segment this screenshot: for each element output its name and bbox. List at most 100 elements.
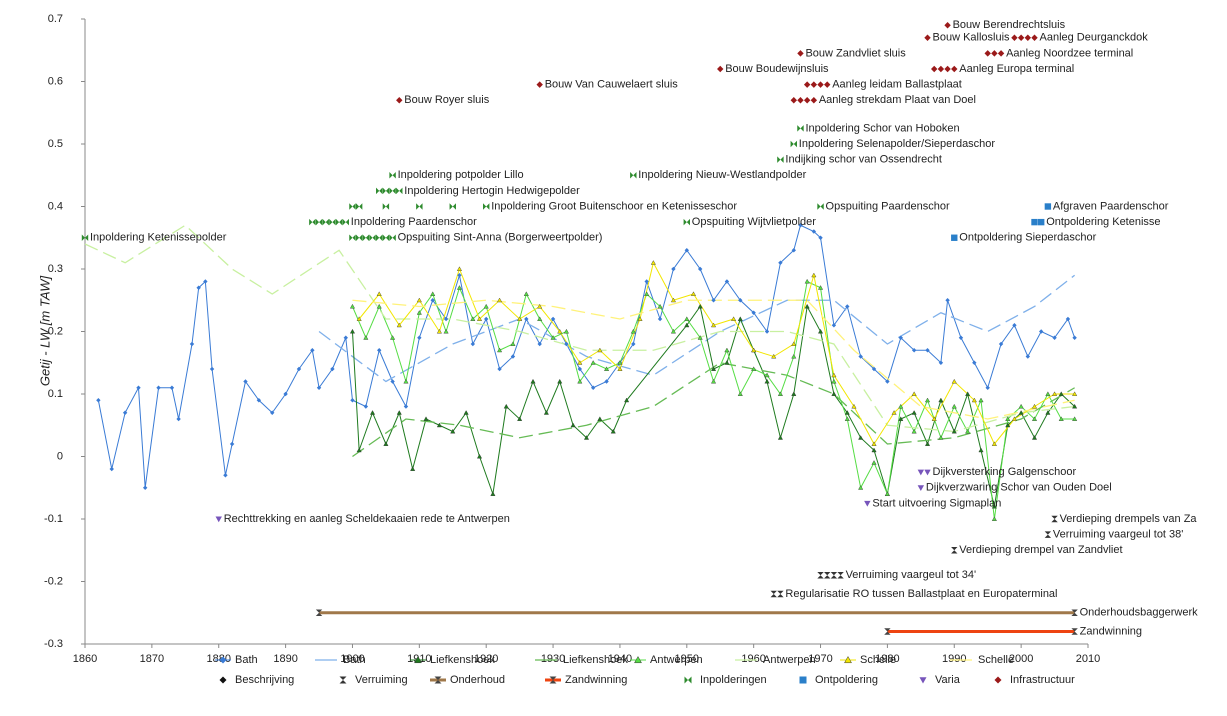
data-point: [1058, 391, 1064, 396]
data-point: [972, 360, 977, 365]
event-label: Inpoldering potpolder Lillo: [398, 169, 524, 181]
data-point: [363, 404, 369, 409]
event-marker: [329, 218, 336, 226]
event-marker: [931, 65, 938, 73]
data-point: [617, 360, 623, 365]
event-marker: [817, 572, 824, 579]
data-point: [697, 303, 703, 309]
event-marker: [1071, 628, 1078, 635]
event-label: Inpoldering Paardenschor: [351, 216, 477, 228]
event-marker: [951, 547, 958, 554]
data-point: [456, 266, 462, 271]
data-point: [644, 279, 649, 284]
data-point: [390, 335, 396, 340]
event-label: Zandwinning: [1080, 625, 1142, 637]
event-marker: [536, 81, 543, 88]
legend-marker: [434, 676, 442, 684]
data-point: [523, 291, 529, 296]
data-point: [991, 441, 997, 446]
legend-label: Antwerpen: [650, 654, 703, 666]
trend-line: [352, 299, 1075, 420]
event-marker: [355, 234, 363, 241]
y-tick-label: -0.1: [44, 513, 63, 525]
data-point: [577, 366, 583, 372]
event-marker: [1044, 203, 1052, 210]
legend-label: Varia: [935, 674, 961, 686]
data-point: [256, 398, 262, 403]
trend-line: [352, 362, 1075, 458]
event-marker: [683, 218, 690, 226]
data-point: [724, 360, 730, 365]
data-point: [711, 322, 717, 328]
data-point: [965, 391, 971, 396]
data-point: [764, 372, 770, 378]
event-label: Rechttrekking en aanleg Scheldekaaien re…: [224, 513, 510, 525]
legend-label: Schelle: [860, 654, 896, 666]
data-point: [650, 260, 656, 265]
event-marker: [797, 50, 804, 57]
event-marker: [777, 156, 784, 163]
data-point: [938, 360, 944, 365]
event-label: Opspuiting Paardenschor: [826, 200, 950, 212]
event-marker: [1011, 34, 1018, 41]
data-point: [637, 316, 643, 321]
event-marker: [382, 234, 390, 241]
data-point: [804, 303, 810, 309]
data-point: [1072, 335, 1077, 340]
x-tick-label: 1960: [741, 653, 765, 665]
legend-label: Liefkenshoek: [563, 654, 628, 666]
data-point: [731, 316, 737, 321]
legend-marker: [339, 676, 347, 684]
x-tick-label: 1930: [541, 653, 565, 665]
data-point: [416, 310, 422, 315]
y-tick-label: 0.5: [48, 138, 63, 150]
data-point: [845, 304, 850, 309]
data-point: [537, 341, 542, 347]
data-point: [690, 291, 697, 296]
event-marker: [924, 34, 931, 41]
event-marker: [824, 572, 831, 579]
event-label: Aanleg leidam Ballastplaat: [832, 79, 962, 91]
event-label: Aanleg Deurganckdok: [1040, 32, 1149, 44]
data-point: [557, 328, 563, 334]
data-point: [978, 397, 984, 403]
data-point: [209, 366, 215, 372]
event-marker: [951, 65, 958, 73]
legend-marker: [994, 676, 1002, 684]
data-point: [503, 403, 509, 409]
x-tick-label: 1920: [474, 653, 498, 665]
data-point: [430, 291, 436, 296]
data-point: [283, 391, 288, 397]
event-label: Inpoldering Nieuw-Westlandpolder: [638, 169, 806, 181]
data-point: [951, 428, 957, 434]
event-label: Inpoldering Hertogin Hedwigepolder: [404, 185, 580, 197]
event-label: Aanleg strekdam Plaat van Doel: [819, 94, 976, 106]
data-point: [991, 516, 997, 521]
event-label: Opspuiting Wijtvlietpolder: [692, 216, 816, 228]
event-marker: [944, 65, 951, 73]
data-point: [764, 378, 770, 384]
data-point: [1025, 354, 1031, 359]
data-point: [470, 341, 476, 347]
data-point: [597, 416, 603, 421]
event-marker: [315, 218, 323, 226]
legend-label: Verruiming: [355, 674, 408, 686]
data-point: [1065, 316, 1071, 322]
data-point: [377, 348, 382, 353]
data-point: [484, 316, 489, 322]
data-point: [483, 303, 489, 309]
data-point: [330, 366, 335, 372]
event-label: Verdieping drempels van Za: [1060, 513, 1198, 525]
data-point: [557, 378, 563, 384]
data-point: [1052, 335, 1057, 340]
x-tick-label: 1900: [340, 653, 364, 665]
data-point: [610, 428, 616, 434]
data-point: [169, 385, 175, 390]
event-label: Verdieping drempel van Zandvliet: [959, 544, 1122, 556]
data-point: [396, 410, 402, 415]
data-point: [436, 422, 442, 428]
data-point: [684, 248, 689, 253]
data-point: [590, 385, 596, 390]
event-marker: [389, 187, 396, 195]
data-point: [737, 391, 743, 396]
